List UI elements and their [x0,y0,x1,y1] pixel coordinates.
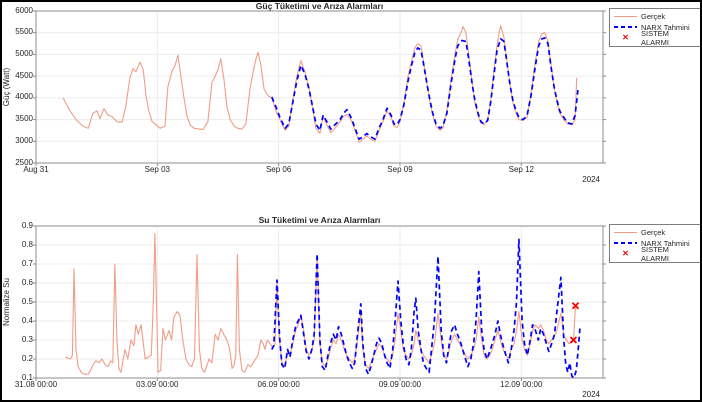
x-tick-label: 12.09 00:00 [500,380,543,389]
y-tick-label: 0.5 [21,296,33,306]
legend-item: ✕ SİSTEM ALARMI [614,245,697,263]
y-tick-label: 5000 [15,48,33,58]
y-tick-label: 0.9 [21,220,33,230]
solid-line-icon [614,232,637,234]
legend-item: NARX Tahmini [614,239,697,249]
y-tick-label: 5500 [15,27,33,37]
plot-box [35,10,604,164]
legend-item-label: NARX Tahmini [641,238,690,248]
chart-group-1 [33,225,606,381]
x-tick-label: Sep 03 [144,165,170,174]
y-tick-label: 4000 [15,92,33,102]
x-tick-label: Sep 06 [265,165,292,174]
y-tick-label: 0.3 [21,334,33,344]
power-x-axis-year: 2024 [582,175,600,184]
water-chart-title: Su Tüketimi ve Arıza Alarmları [258,215,381,225]
alarm-x-marker-icon: ✕ [622,248,629,258]
y-tick-label: 2500 [15,157,33,167]
power-chart-title: Güç Tüketimi ve Arıza Alarmları [255,1,384,11]
legend-item-label: SİSTEM ALARMI [641,28,669,47]
y-tick-label: 0.8 [21,239,33,249]
alarm-x-marker-icon: ✕ [622,32,629,42]
legend-item: Gerçek [614,12,697,22]
predicted-series-line [271,37,579,140]
system-alarm-marker [569,336,578,344]
y-tick-label: 0.2 [21,353,33,363]
dashed-line-icon [614,26,637,29]
y-tick-label: 0.7 [21,258,33,268]
legend-box: Gerçek NARX Tahmini ✕ SİSTEM ALARMI [609,8,702,47]
y-tick-label: 3500 [15,114,33,124]
predicted-series-line [271,238,581,379]
y-tick-label: 0.4 [21,315,33,325]
system-alarm-marker [571,302,580,310]
legend-item-label: Gerçek [641,228,666,238]
y-tick-label: 4500 [15,70,33,80]
x-tick-label: Aug 31 [23,165,49,174]
legend-item: ✕ SİSTEM ALARMI [614,29,697,47]
x-tick-label: Sep 09 [387,165,413,174]
water-x-axis-year: 2024 [582,390,600,399]
dashed-line-icon [614,242,637,245]
legend-box: Gerçek NARX Tahmini ✕ SİSTEM ALARMI [609,224,702,263]
legend-item: NARX Tahmini [614,23,697,33]
x-tick-label: 06.09 00:00 [257,380,300,389]
legend-item-label: Gerçek [641,12,666,22]
x-tick-label: 03.09 00:00 [136,380,179,389]
y-tick-label: 6000 [15,5,33,15]
x-tick-label: Sep 12 [508,165,534,174]
x-tick-label: 09.09 00:00 [378,380,422,389]
y-tick-label: 0.6 [21,277,33,287]
y-tick-label: 3000 [15,135,33,145]
chart-group-0 [33,10,606,166]
legend-item: Gerçek [614,228,697,238]
x-tick-label: 31.08 00:00 [14,380,58,389]
y-tick-label: 0.1 [21,372,33,382]
legend-item-label: SİSTEM ALARMI [641,244,669,263]
actual-series-line [62,25,578,143]
legend-item-label: NARX Tahmini [641,22,690,32]
solid-line-icon [614,16,637,18]
